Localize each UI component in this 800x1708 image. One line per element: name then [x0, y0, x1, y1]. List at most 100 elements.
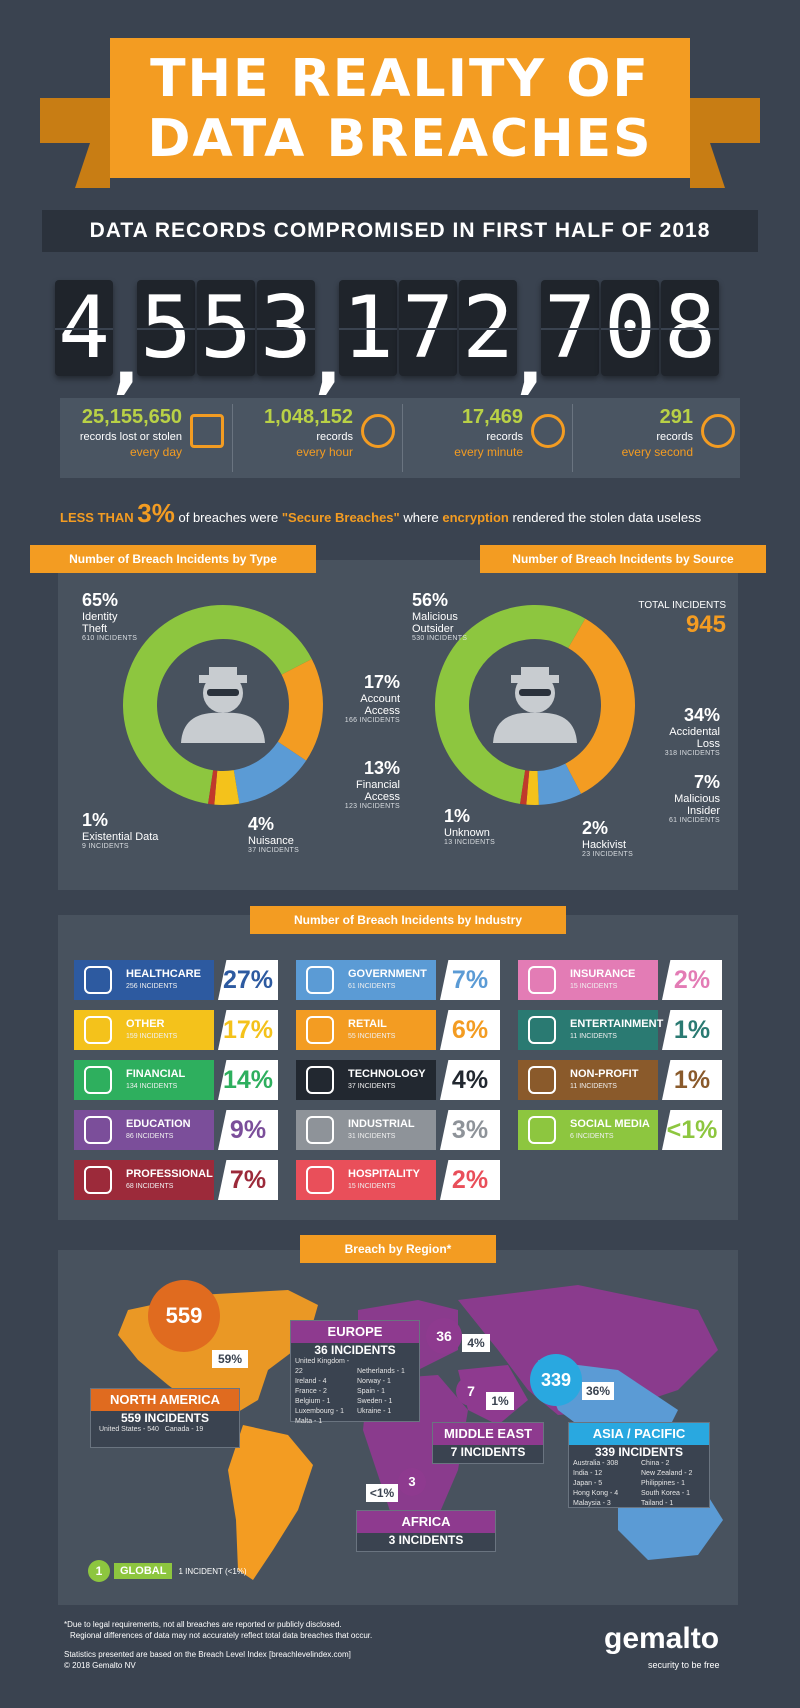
industry-pct: 27%: [218, 960, 278, 1000]
rate-number: 291: [659, 406, 693, 428]
type-pct-2: 13%: [363, 758, 400, 778]
hacker-icon: [493, 667, 577, 743]
handshake-icon: [528, 1066, 556, 1094]
industry-pct: 17%: [218, 1010, 278, 1050]
type-slice-1: [277, 658, 323, 761]
clock-icon: [361, 414, 395, 448]
industry-title: Number of Breach Incidents by Industry: [250, 906, 566, 934]
calendar-icon: [190, 414, 224, 448]
source-inc-2: 61 INCIDENTS: [668, 817, 720, 824]
industry-pct: 4%: [440, 1060, 500, 1100]
share-icon: [528, 1116, 556, 1144]
source-pct-3: 2%: [582, 818, 609, 838]
industry-name: PROFESSIONAL: [126, 1168, 213, 1180]
industry-pct: 6%: [440, 1010, 500, 1050]
region-country: Ukraine - 1: [357, 1408, 392, 1415]
industry-name: GOVERNMENT: [348, 968, 427, 980]
rate-desc: records: [316, 431, 353, 443]
secure-lead: LESS THAN: [60, 510, 134, 525]
industry-item: INDUSTRIAL 31 INCIDENTS 3%: [296, 1110, 500, 1150]
total-value: 945: [685, 611, 726, 638]
type-name-3: Nuisance: [248, 835, 294, 847]
industry-incidents: 159 INCIDENTS: [126, 1033, 178, 1040]
source-inc-0: 530 INCIDENTS: [412, 635, 468, 642]
cart-icon: [306, 1016, 334, 1044]
industry-pct: 2%: [662, 960, 722, 1000]
me-box: MIDDLE EAST 7 INCIDENTS: [432, 1422, 544, 1464]
industry-incidents: 6 INCIDENTS: [570, 1133, 614, 1140]
industry-incidents: 55 INCIDENTS: [348, 1033, 396, 1040]
type-label-nuisance: 4% Nuisance 37 INCIDENTS: [248, 814, 299, 854]
type-name-1b: Access: [364, 705, 400, 717]
af-name: AFRICA: [357, 1511, 495, 1533]
stopwatch-icon: [701, 414, 735, 448]
region-country: Belgium - 1: [295, 1398, 331, 1405]
source-label-insider: 7% Malicious Insider 61 INCIDENTS: [640, 772, 720, 824]
type-name-0a: Identity: [82, 611, 118, 623]
source-label-unknown: 1% Unknown 13 INCIDENTS: [444, 806, 495, 846]
industry-pct: 7%: [440, 960, 500, 1000]
eu-det-left: United Kingdom - 22 Ireland - 4 France - 2…: [295, 1357, 357, 1427]
rate-item: 1,048,152 records every hour: [232, 404, 399, 472]
source-total: TOTAL INCIDENTS 945: [626, 600, 726, 639]
ap-details: Australia - 308 India - 12 Japan - 5 Hong K…: [569, 1459, 709, 1509]
ap-det-left: Australia - 308 India - 12 Japan - 5 Hong K…: [573, 1459, 641, 1509]
secure-pct: 3%: [137, 498, 175, 528]
type-inc-0: 610 INCIDENTS: [82, 635, 138, 642]
global-inc: 1 INCIDENT (<1%): [178, 1566, 247, 1576]
region-country: Japan - 5: [573, 1480, 603, 1487]
industry-item: GOVERNMENT 61 INCIDENTS 7%: [296, 960, 500, 1000]
industry-name: HOSPITALITY: [348, 1168, 420, 1180]
region-country: China - 2: [641, 1460, 670, 1467]
industry-incidents: 11 INCIDENTS: [570, 1033, 617, 1040]
footer-note-1: *Due to legal requirements, not all brea…: [64, 1620, 342, 1629]
type-pct-3: 4%: [248, 814, 275, 834]
brand-logo: gemalto: [604, 1622, 720, 1655]
industry-name: ENTERTAINMENT: [570, 1018, 664, 1030]
source-inc-4: 13 INCIDENTS: [444, 839, 496, 846]
region-country: India - 12: [573, 1470, 603, 1477]
type-chart-title: Number of Breach Incidents by Type: [30, 545, 316, 573]
me-bubble: 7: [456, 1376, 486, 1406]
industry-pct: 3%: [440, 1110, 500, 1150]
secure-breach-line: LESS THAN 3% of breaches were "Secure Br…: [60, 498, 760, 529]
rate-item: 17,469 records every minute: [402, 404, 569, 472]
industry-pct: 7%: [218, 1160, 278, 1200]
industry-name: SOCIAL MEDIA: [570, 1118, 650, 1130]
digit-comma: ,: [517, 320, 544, 402]
industry-incidents: 15 INCIDENTS: [570, 983, 618, 990]
counter-digit: 2: [459, 280, 517, 376]
industry-item: ENTERTAINMENT 11 INCIDENTS 1%: [518, 1010, 722, 1050]
digit-comma: ,: [113, 320, 140, 402]
type-slice-0: [123, 605, 312, 804]
eu-box: EUROPE 36 INCIDENTS United Kingdom - 22 I…: [290, 1320, 420, 1425]
brand-tagline: security to be free: [648, 1660, 720, 1670]
gear-icon: [306, 1116, 334, 1144]
region-country: Malaysia - 3: [573, 1500, 611, 1507]
counter-digit: 8: [661, 280, 719, 376]
region-country: Sweden - 1: [357, 1398, 393, 1405]
ap-det-right: China - 2 New Zealand - 2 Philippines - 1 S…: [641, 1459, 709, 1509]
eu-det-right: Netherlands - 1 Norway - 1 Spain - 1 Sweden…: [357, 1357, 419, 1427]
na-inc: 559 INCIDENTS: [120, 1411, 210, 1425]
title-line-2: DATA BREACHES: [147, 109, 653, 169]
industry-incidents: 61 INCIDENTS: [348, 983, 396, 990]
source-slice-1: [565, 618, 635, 794]
footer-note-4: © 2018 Gemalto NV: [64, 1661, 136, 1670]
source-chart-title: Number of Breach Incidents by Source: [480, 545, 766, 573]
industry-item: HEALTHCARE 256 INCIDENTS 27%: [74, 960, 278, 1000]
ap-box: ASIA / PACIFIC 339 INCIDENTS Australia -…: [568, 1422, 710, 1508]
industry-name: TECHNOLOGY: [348, 1068, 426, 1080]
source-name-0a: Malicious: [412, 611, 458, 623]
industry-pct: 2%: [440, 1160, 500, 1200]
bank-icon: [84, 1066, 112, 1094]
rate-item: 25,155,650 records lost or stolen every da…: [62, 404, 228, 472]
industry-incidents: 31 INCIDENTS: [348, 1133, 396, 1140]
region-country: South Korea - 1: [641, 1490, 691, 1497]
industry-name: INDUSTRIAL: [348, 1118, 415, 1130]
industry-pct: 1%: [662, 1060, 722, 1100]
industry-item: TECHNOLOGY 37 INCIDENTS 4%: [296, 1060, 500, 1100]
me-inc: 7 INCIDENTS: [450, 1445, 526, 1459]
industry-item: SOCIAL MEDIA 6 INCIDENTS <1%: [518, 1110, 722, 1150]
source-inc-3: 23 INCIDENTS: [582, 851, 634, 858]
